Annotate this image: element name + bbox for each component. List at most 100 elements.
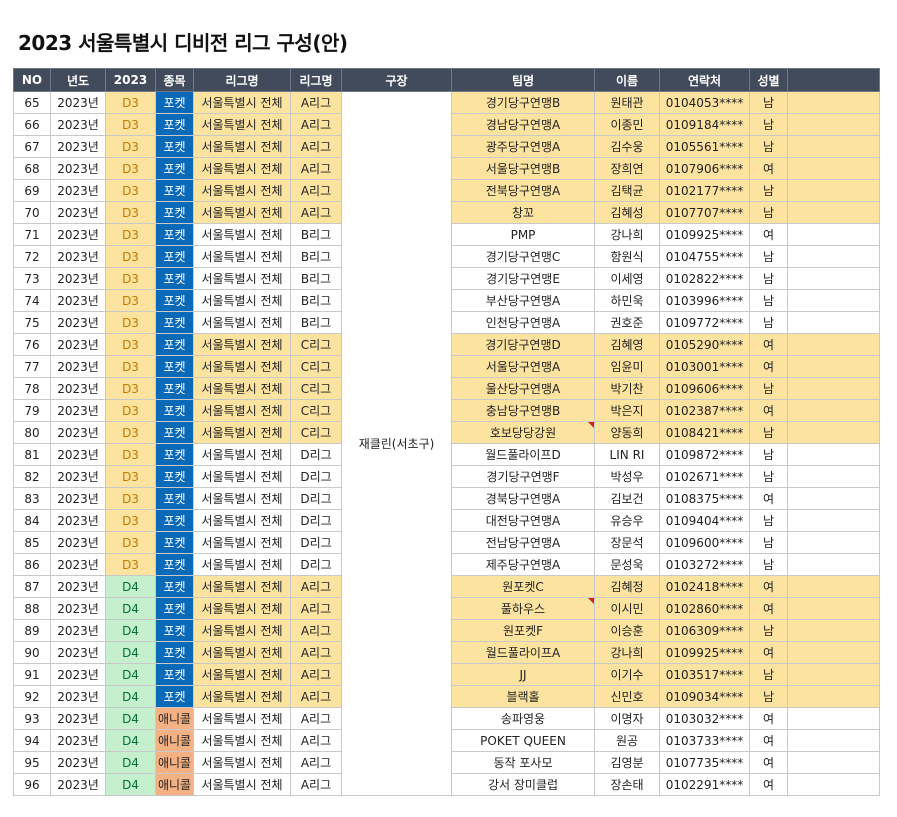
cell-no[interactable]: 84 xyxy=(13,509,51,532)
cell-sex[interactable]: 남 xyxy=(749,113,788,136)
cell-blank[interactable] xyxy=(787,333,880,356)
cell-no[interactable]: 88 xyxy=(13,597,51,620)
cell-subleague[interactable]: A리그 xyxy=(290,113,342,136)
cell-sex[interactable]: 여 xyxy=(749,487,788,510)
cell-no[interactable]: 70 xyxy=(13,201,51,224)
cell-no[interactable]: 76 xyxy=(13,333,51,356)
cell-year[interactable]: 2023년 xyxy=(50,509,106,532)
cell-contact[interactable]: 0103517**** xyxy=(659,663,750,686)
cell-sport[interactable]: 포켓 xyxy=(155,597,194,620)
cell-sex[interactable]: 여 xyxy=(749,157,788,180)
col-header-blank[interactable] xyxy=(787,68,880,92)
cell-contact[interactable]: 0103001**** xyxy=(659,355,750,378)
cell-sport[interactable]: 포켓 xyxy=(155,245,194,268)
cell-division[interactable]: D3 xyxy=(105,355,156,378)
cell-year[interactable]: 2023년 xyxy=(50,201,106,224)
cell-blank[interactable] xyxy=(787,377,880,400)
cell-contact[interactable]: 0104755**** xyxy=(659,245,750,268)
cell-league[interactable]: 서울특별시 전체 xyxy=(193,201,291,224)
cell-year[interactable]: 2023년 xyxy=(50,399,106,422)
cell-sex[interactable]: 남 xyxy=(749,201,788,224)
cell-league[interactable]: 서울특별시 전체 xyxy=(193,421,291,444)
cell-year[interactable]: 2023년 xyxy=(50,223,106,246)
cell-sport[interactable]: 포켓 xyxy=(155,553,194,576)
cell-blank[interactable] xyxy=(787,267,880,290)
cell-division[interactable]: D3 xyxy=(105,421,156,444)
cell-sex[interactable]: 남 xyxy=(749,421,788,444)
cell-team[interactable]: 월드풀라이프D xyxy=(451,443,595,466)
cell-contact[interactable]: 0106309**** xyxy=(659,619,750,642)
cell-contact[interactable]: 0108375**** xyxy=(659,487,750,510)
cell-sport[interactable]: 포켓 xyxy=(155,421,194,444)
cell-contact[interactable]: 0102291**** xyxy=(659,773,750,796)
cell-sport[interactable]: 포켓 xyxy=(155,333,194,356)
col-header-league[interactable]: 리그명 xyxy=(193,68,291,92)
cell-team[interactable]: 경기당구연맹E xyxy=(451,267,595,290)
cell-sex[interactable]: 여 xyxy=(749,597,788,620)
cell-year[interactable]: 2023년 xyxy=(50,179,106,202)
cell-sex[interactable]: 남 xyxy=(749,509,788,532)
cell-no[interactable]: 69 xyxy=(13,179,51,202)
cell-sport[interactable]: 포켓 xyxy=(155,663,194,686)
cell-sex[interactable]: 남 xyxy=(749,245,788,268)
cell-subleague[interactable]: A리그 xyxy=(290,157,342,180)
cell-subleague[interactable]: B리그 xyxy=(290,289,342,312)
col-header-division[interactable]: 2023 xyxy=(105,68,156,92)
cell-team[interactable]: 부산당구연맹A xyxy=(451,289,595,312)
cell-division[interactable]: D3 xyxy=(105,311,156,334)
cell-sex[interactable]: 남 xyxy=(749,267,788,290)
cell-no[interactable]: 92 xyxy=(13,685,51,708)
cell-blank[interactable] xyxy=(787,113,880,136)
cell-name[interactable]: 김영분 xyxy=(594,751,660,774)
cell-name[interactable]: LIN RI xyxy=(594,443,660,466)
cell-league[interactable]: 서울특별시 전체 xyxy=(193,487,291,510)
cell-subleague[interactable]: A리그 xyxy=(290,179,342,202)
cell-league[interactable]: 서울특별시 전체 xyxy=(193,91,291,114)
cell-blank[interactable] xyxy=(787,179,880,202)
cell-blank[interactable] xyxy=(787,223,880,246)
cell-sport[interactable]: 포켓 xyxy=(155,619,194,642)
cell-sport[interactable]: 포켓 xyxy=(155,509,194,532)
cell-blank[interactable] xyxy=(787,399,880,422)
cell-sport[interactable]: 포켓 xyxy=(155,311,194,334)
cell-team[interactable]: 경기당구연맹C xyxy=(451,245,595,268)
cell-league[interactable]: 서울특별시 전체 xyxy=(193,575,291,598)
cell-subleague[interactable]: A리그 xyxy=(290,663,342,686)
cell-sex[interactable]: 여 xyxy=(749,399,788,422)
cell-team[interactable]: 동작 포사모 xyxy=(451,751,595,774)
cell-year[interactable]: 2023년 xyxy=(50,487,106,510)
cell-no[interactable]: 65 xyxy=(13,91,51,114)
cell-subleague[interactable]: C리그 xyxy=(290,355,342,378)
cell-sport[interactable]: 애니콜 xyxy=(155,773,194,796)
cell-league[interactable]: 서울특별시 전체 xyxy=(193,267,291,290)
cell-blank[interactable] xyxy=(787,597,880,620)
cell-team[interactable]: 울산당구연맹A xyxy=(451,377,595,400)
cell-team[interactable]: 경기당구연맹B xyxy=(451,91,595,114)
cell-division[interactable]: D3 xyxy=(105,113,156,136)
cell-year[interactable]: 2023년 xyxy=(50,245,106,268)
cell-name[interactable]: 장희연 xyxy=(594,157,660,180)
col-header-sex[interactable]: 성별 xyxy=(749,68,788,92)
cell-league[interactable]: 서울특별시 전체 xyxy=(193,289,291,312)
cell-name[interactable]: 김수웅 xyxy=(594,135,660,158)
cell-sex[interactable]: 남 xyxy=(749,465,788,488)
cell-sex[interactable]: 남 xyxy=(749,377,788,400)
cell-division[interactable]: D3 xyxy=(105,245,156,268)
cell-subleague[interactable]: D리그 xyxy=(290,531,342,554)
cell-division[interactable]: D3 xyxy=(105,487,156,510)
cell-no[interactable]: 73 xyxy=(13,267,51,290)
cell-division[interactable]: D4 xyxy=(105,773,156,796)
cell-league[interactable]: 서울특별시 전체 xyxy=(193,465,291,488)
cell-name[interactable]: 이승훈 xyxy=(594,619,660,642)
cell-division[interactable]: D3 xyxy=(105,135,156,158)
cell-league[interactable]: 서울특별시 전체 xyxy=(193,773,291,796)
cell-contact[interactable]: 0102860**** xyxy=(659,597,750,620)
cell-team[interactable]: 풀하우스 xyxy=(451,597,595,620)
col-header-year[interactable]: 년도 xyxy=(50,68,106,92)
cell-team[interactable]: 송파영웅 xyxy=(451,707,595,730)
cell-year[interactable]: 2023년 xyxy=(50,289,106,312)
cell-name[interactable]: 양동희 xyxy=(594,421,660,444)
cell-sport[interactable]: 포켓 xyxy=(155,531,194,554)
cell-year[interactable]: 2023년 xyxy=(50,135,106,158)
col-header-subleague[interactable]: 리그명 xyxy=(290,68,342,92)
